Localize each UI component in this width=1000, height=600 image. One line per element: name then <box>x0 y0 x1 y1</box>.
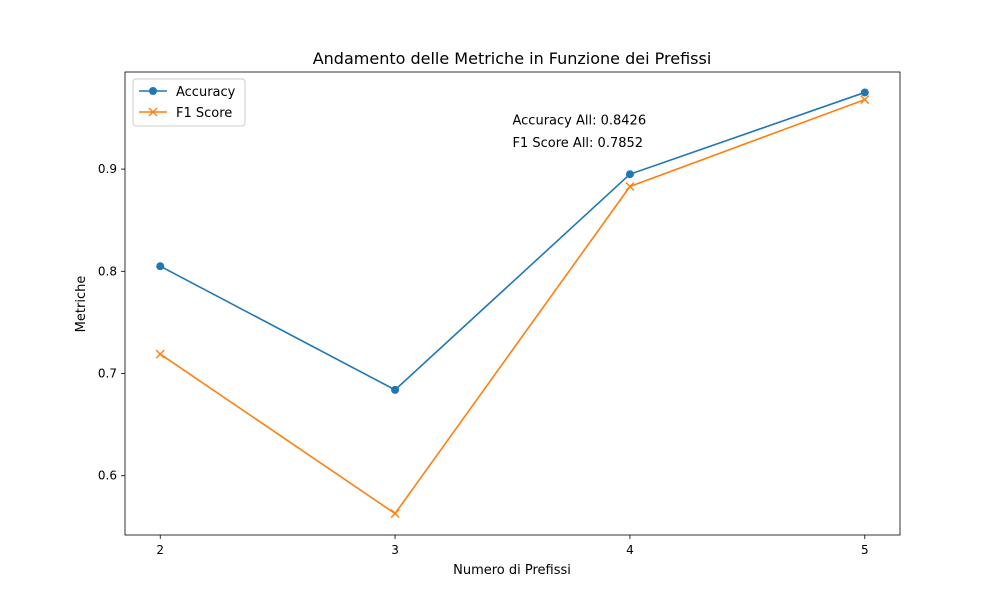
x-axis-label: Numero di Prefissi <box>453 563 571 578</box>
y-tick-label-0.8: 0.8 <box>98 264 117 278</box>
annotation-1: Accuracy All: 0.8426 <box>513 114 647 129</box>
legend-marker-f1-score <box>148 107 158 117</box>
y-tick-label-0.6: 0.6 <box>98 469 117 483</box>
y-axis-label: Metriche <box>74 276 89 333</box>
x-tick-label-3: 3 <box>391 543 399 557</box>
legend-marker-accuracy <box>149 87 157 95</box>
x-tick-label-2: 2 <box>156 543 164 557</box>
x-tick-label-4: 4 <box>626 543 634 557</box>
accuracy-point-5 <box>860 88 869 97</box>
f1-score-point-2 <box>155 349 165 359</box>
f1-score-line <box>159 98 866 515</box>
f1-score-point-4 <box>625 181 635 191</box>
f1-score-point-5 <box>860 95 870 105</box>
legend: Accuracy F1 Score <box>132 78 246 127</box>
plot-area: 2 3 4 5 0.6 0.7 0.8 0.9 Accuracy All: 0.8426 F1 S… <box>98 71 901 557</box>
f1-score-point-3 <box>390 509 400 519</box>
annotation-2: F1 Score All: 0.7852 <box>513 136 644 151</box>
chart-title: Andamento delle Metriche in Funzione dei… <box>313 49 712 68</box>
accuracy-point-3 <box>391 385 400 394</box>
accuracy-point-4 <box>625 170 634 179</box>
accuracy-point-2 <box>156 262 165 271</box>
legend-label-accuracy: Accuracy <box>176 85 236 100</box>
y-tick-label-0.7: 0.7 <box>98 367 117 381</box>
y-tick-label-0.9: 0.9 <box>98 162 117 176</box>
x-tick-label-5: 5 <box>861 543 869 557</box>
accuracy-line <box>159 91 866 391</box>
plot-frame <box>124 71 901 536</box>
legend-label-f1-score: F1 Score <box>176 106 232 121</box>
